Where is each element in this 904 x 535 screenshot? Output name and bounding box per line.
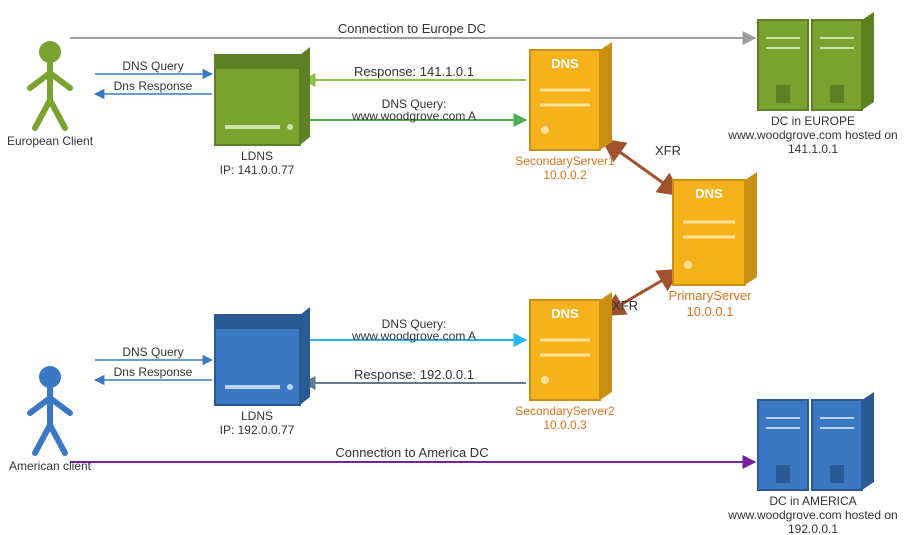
dc-us-l2: www.woodgrove.com hosted on — [727, 508, 897, 522]
dns-sec2-label: SecondaryServer2 — [515, 404, 615, 418]
dns-sec1-ip: 10.0.0.2 — [543, 168, 587, 182]
label-q1: DNS Query — [122, 59, 183, 73]
label-greenq2: www.woodgrove.com A — [351, 109, 476, 123]
client-amer-icon — [30, 366, 70, 453]
label-q2: DNS Query — [122, 345, 183, 359]
dns-sec1-icon: DNS — [530, 42, 612, 150]
dns-sec2-icon: DNS — [530, 292, 612, 400]
label-xfr2: XFR — [612, 298, 638, 313]
label-greenr: Response: 141.1.0.1 — [354, 64, 474, 79]
dc-us-l1: DC in AMERICA — [769, 494, 856, 508]
dns-sec1-title: DNS — [551, 56, 579, 71]
client-amer-label: American client — [9, 459, 92, 473]
ldns-amer-icon — [215, 307, 310, 405]
ldns-amer-ip: IP: 192.0.0.77 — [220, 423, 295, 437]
ldns-euro-ip: IP: 141.0.0.77 — [220, 163, 295, 177]
dns-sec1-label: SecondaryServer1 — [515, 154, 615, 168]
ldns-euro-icon — [215, 47, 310, 145]
dc-eu-l1: DC in EUROPE — [771, 114, 855, 128]
dns-pri-icon: DNS — [673, 172, 757, 285]
client-euro-icon — [30, 41, 70, 128]
client-euro-label: European Client — [7, 134, 94, 148]
dns-sec2-ip: 10.0.0.3 — [543, 418, 587, 432]
dns-pri-title: DNS — [695, 186, 723, 201]
label-cyanq2: www.woodgrove.com A — [351, 329, 476, 343]
dns-pri-label: PrimaryServer — [668, 288, 752, 303]
label-r2: Dns Response — [114, 365, 193, 379]
label-slater: Response: 192.0.0.1 — [354, 367, 474, 382]
dns-pri-ip: 10.0.0.1 — [687, 304, 734, 319]
label-conn-eu: Connection to Europe DC — [338, 21, 486, 36]
label-xfr1: XFR — [655, 143, 681, 158]
diagram: Connection to Europe DC Connection to Am… — [0, 0, 904, 535]
ldns-euro-label: LDNS — [241, 149, 273, 163]
label-conn-us: Connection to America DC — [335, 445, 488, 460]
label-r1: Dns Response — [114, 79, 193, 93]
dc-us-l3: 192.0.0.1 — [788, 522, 838, 535]
dc-us-icon — [758, 392, 874, 490]
dns-sec2-title: DNS — [551, 306, 579, 321]
ldns-amer-label: LDNS — [241, 409, 273, 423]
dc-eu-l3: 141.1.0.1 — [788, 142, 838, 156]
dc-eu-icon — [758, 12, 874, 110]
dc-eu-l2: www.woodgrove.com hosted on — [727, 128, 897, 142]
